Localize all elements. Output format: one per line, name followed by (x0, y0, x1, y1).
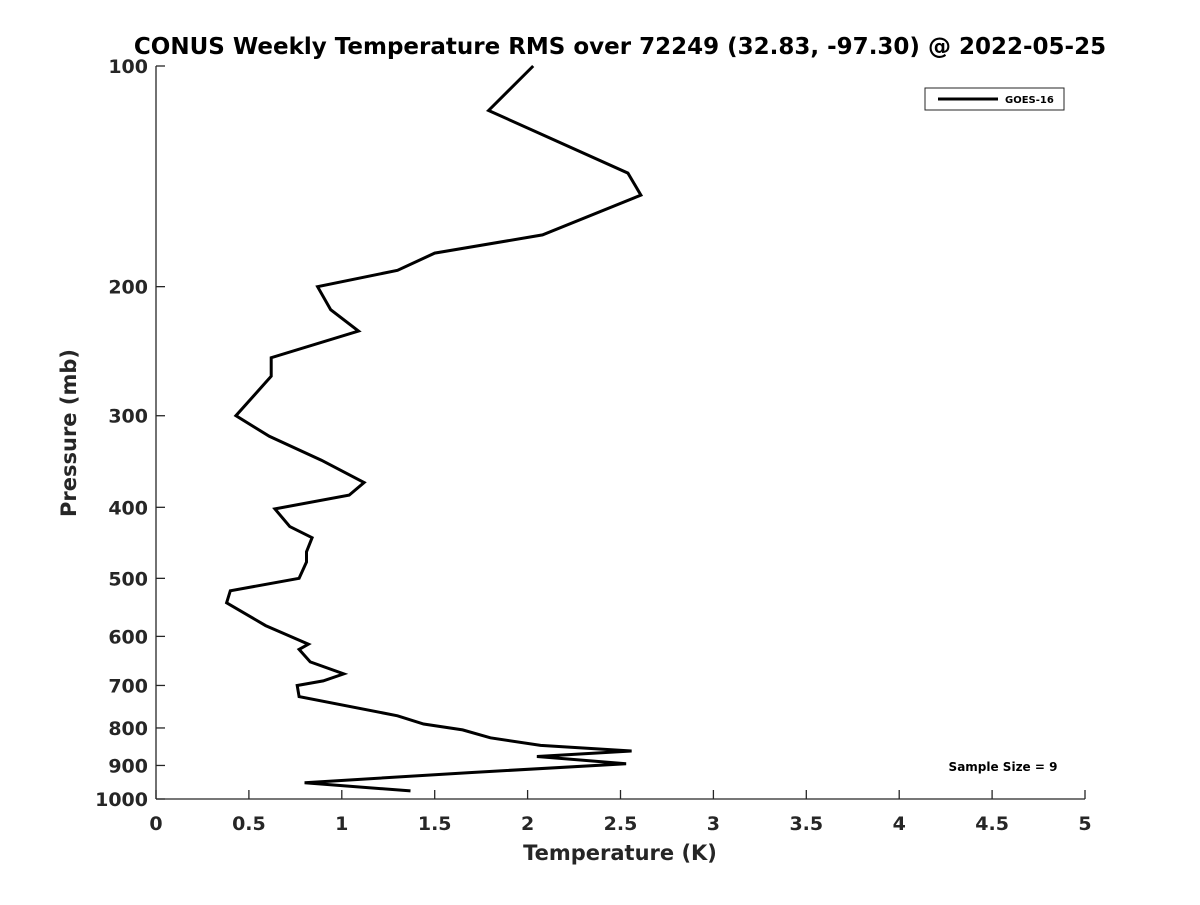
y-tick-label: 900 (108, 755, 148, 777)
sample-size-annotation: Sample Size = 9 (949, 760, 1058, 774)
x-tick-label: 1.5 (418, 813, 452, 835)
axes (155, 66, 1085, 800)
x-tick-label: 3.5 (789, 813, 823, 835)
y-tick-label: 600 (108, 626, 148, 648)
x-tick-label: 2 (521, 813, 534, 835)
x-tick-label: 4 (893, 813, 906, 835)
x-tick-label: 4.5 (975, 813, 1009, 835)
x-ticks: 0 0.5 1 1.5 2 2.5 3 3.5 4 4.5 5 (149, 790, 1092, 835)
chart-title: CONUS Weekly Temperature RMS over 72249 … (134, 34, 1106, 60)
legend: GOES-16 (924, 87, 1065, 111)
legend-label-goes-16: GOES-16 (1005, 95, 1054, 106)
x-tick-label: 0 (149, 813, 162, 835)
series-layer (224, 64, 644, 793)
y-tick-label: 100 (108, 56, 148, 78)
y-tick-label: 400 (108, 497, 148, 519)
series-line-goes-16 (224, 64, 644, 793)
x-tick-label: 1 (335, 813, 348, 835)
y-tick-label: 300 (108, 406, 148, 428)
x-tick-label: 2.5 (604, 813, 638, 835)
y-ticks: 100 200 300 400 500 600 700 800 900 1000 (95, 56, 165, 811)
x-tick-label: 3 (707, 813, 720, 835)
y-tick-label: 1000 (95, 789, 148, 811)
y-axis-label: Pressure (mb) (57, 349, 81, 517)
y-tick-label: 500 (108, 568, 148, 590)
x-axis-label: Temperature (K) (523, 841, 717, 865)
x-tick-label: 0.5 (232, 813, 266, 835)
x-tick-label: 5 (1078, 813, 1091, 835)
y-tick-label: 800 (108, 718, 148, 740)
y-tick-label: 200 (108, 277, 148, 299)
y-tick-label: 700 (108, 675, 148, 697)
